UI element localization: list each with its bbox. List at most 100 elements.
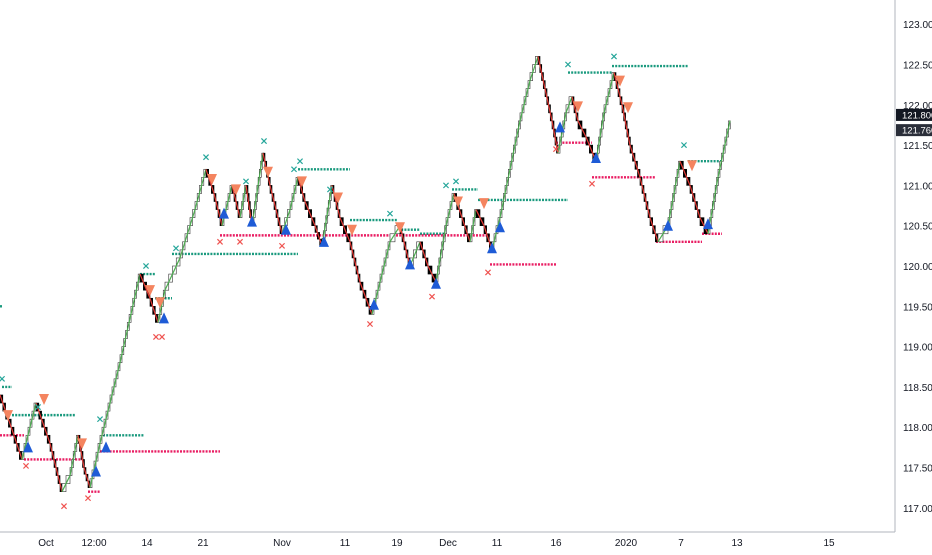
price-segment xyxy=(231,185,241,218)
x-axis[interactable]: Oct 12:00 14 21 Nov 11 19 Dec 11 16 2020 7 13 15 xyxy=(38,538,835,549)
price-segment xyxy=(571,96,579,122)
price-segment xyxy=(179,209,196,259)
price-segment xyxy=(435,225,447,283)
price-segment xyxy=(689,185,701,218)
price-segment xyxy=(529,56,539,81)
y-tick-label: 118.000 xyxy=(903,423,932,434)
sell-triangle-marker xyxy=(77,438,87,450)
price-segment xyxy=(69,435,79,476)
price-segment xyxy=(205,169,215,194)
markers-layer xyxy=(0,53,713,510)
x-tick-label: 12:00 xyxy=(81,538,106,549)
price-segment xyxy=(339,217,351,243)
buy-triangle-marker xyxy=(159,312,169,324)
price-segment xyxy=(679,160,691,186)
x-mark-high xyxy=(96,416,104,423)
price-segment xyxy=(499,169,511,218)
price-segment xyxy=(475,209,485,226)
price-segment xyxy=(269,185,283,234)
x-mark-high xyxy=(290,166,298,173)
price-segment xyxy=(629,144,641,178)
price-segment xyxy=(445,193,455,226)
price-segment xyxy=(83,467,91,488)
x-mark-low xyxy=(158,333,166,340)
price-segment xyxy=(99,362,121,444)
price-segment xyxy=(89,443,101,488)
price-segment xyxy=(544,88,553,122)
x-mark-low xyxy=(216,238,224,245)
price-segment xyxy=(565,96,573,114)
sell-triangle-marker xyxy=(347,224,357,236)
x-mark-low xyxy=(588,180,596,187)
buy-triangle-marker xyxy=(23,441,33,453)
price-segment xyxy=(613,72,623,105)
sell-triangle-marker xyxy=(615,75,625,87)
buy-triangle-marker xyxy=(101,441,111,453)
price-segment xyxy=(717,120,731,178)
x-mark-low xyxy=(22,462,30,469)
x-tick-label: 19 xyxy=(391,538,403,549)
buy-triangle-marker xyxy=(319,235,329,247)
price-label-box xyxy=(896,124,932,137)
x-mark-low xyxy=(152,333,160,340)
sell-triangle-marker xyxy=(479,198,489,210)
y-tick-label: 119.000 xyxy=(903,343,932,354)
price-segment xyxy=(321,185,333,246)
price-segment xyxy=(149,298,159,323)
sell-triangle-marker xyxy=(39,394,49,405)
buy-triangle-marker xyxy=(487,242,497,254)
x-tick-label: Oct xyxy=(38,538,54,549)
x-mark-high xyxy=(242,178,250,185)
price-segment xyxy=(289,177,299,210)
x-mark-high xyxy=(680,142,688,149)
price-label-text: 121.800 xyxy=(902,110,932,121)
x-mark-low xyxy=(428,293,436,300)
buy-triangle-marker xyxy=(369,298,379,310)
price-segment xyxy=(379,241,391,283)
price-segment xyxy=(461,217,471,243)
x-tick-label: 13 xyxy=(731,538,743,549)
x-mark-high xyxy=(442,182,450,189)
sell-triangle-marker xyxy=(453,196,463,208)
buy-triangle-marker xyxy=(703,218,713,230)
price-segment xyxy=(213,193,223,226)
buy-triangle-marker xyxy=(495,221,505,233)
buy-triangle-marker xyxy=(247,215,257,227)
sell-triangle-marker xyxy=(297,176,307,188)
y-tick-label: 123.000 xyxy=(903,20,932,31)
sell-triangle-marker xyxy=(155,297,165,309)
sell-triangle-marker xyxy=(395,222,405,234)
buy-triangle-marker xyxy=(281,223,291,235)
buy-triangle-marker xyxy=(219,207,229,219)
price-segment xyxy=(139,273,151,299)
x-tick-label: 11 xyxy=(340,538,351,549)
price-segment xyxy=(164,257,181,291)
price-segment xyxy=(13,435,23,460)
price-path-layer xyxy=(0,56,731,492)
price-segment xyxy=(603,72,615,113)
price-segment xyxy=(221,185,233,226)
x-tick-label: Nov xyxy=(273,538,291,549)
price-segment xyxy=(239,185,247,218)
price-segment xyxy=(519,80,531,122)
x-mark-high xyxy=(34,404,42,411)
price-segment xyxy=(49,443,63,492)
sell-triangle-marker xyxy=(231,184,241,196)
sell-triangle-marker xyxy=(3,410,13,422)
sell-triangle-marker xyxy=(263,166,273,178)
y-tick-label: 122.000 xyxy=(903,101,932,112)
price-segment xyxy=(314,225,323,247)
price-segment xyxy=(35,402,51,444)
sell-triangle-marker xyxy=(333,192,343,204)
sell-triangle-marker xyxy=(145,285,155,297)
price-label-text: 121.760 xyxy=(902,126,932,137)
sell-triangle-marker xyxy=(573,101,583,113)
x-mark-high xyxy=(260,138,268,145)
y-tick-label: 118.500 xyxy=(903,383,932,394)
y-axis[interactable]: 123.000 122.500 122.000 121.500 121.000 120.5… xyxy=(903,20,932,515)
sell-triangle-marker xyxy=(623,102,633,114)
x-tick-label: Dec xyxy=(439,538,457,549)
buy-triangle-marker xyxy=(405,258,415,270)
